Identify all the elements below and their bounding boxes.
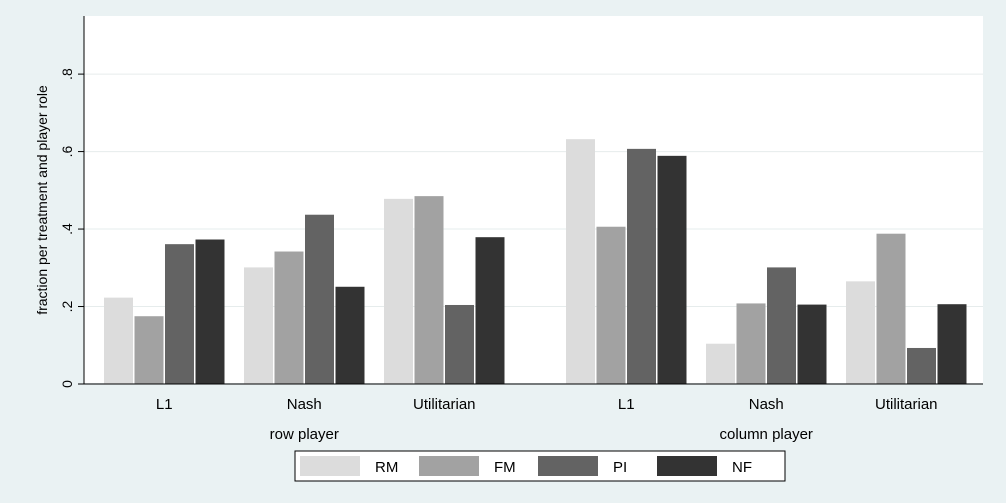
bar-rm	[846, 281, 875, 384]
bar-pi	[165, 244, 194, 384]
category-label: Nash	[287, 396, 322, 413]
category-label: Utilitarian	[875, 396, 938, 413]
legend-swatch-fm	[419, 456, 479, 476]
bar-rm	[566, 139, 595, 384]
bar-nf	[937, 304, 967, 384]
y-axis-label: fraction per treatment and player role	[34, 85, 50, 315]
bar-fm	[876, 233, 906, 384]
bar-pi	[305, 214, 334, 384]
y-tick-label: .8	[59, 68, 75, 80]
legend-swatch-pi	[538, 456, 598, 476]
bar-nf	[657, 155, 687, 384]
category-label: Utilitarian	[413, 396, 476, 413]
bar-fm	[414, 196, 444, 384]
bar-nf	[335, 286, 365, 384]
legend-swatch-nf	[657, 456, 717, 476]
gridlines	[84, 73, 983, 308]
bar-rm	[706, 343, 735, 384]
bar-pi	[445, 304, 474, 384]
group-label: column player	[720, 426, 813, 443]
y-tick-label: .4	[59, 223, 75, 235]
legend-label-nf: NF	[732, 459, 752, 476]
bar-nf	[195, 239, 225, 384]
category-label: L1	[156, 396, 173, 413]
category-label: L1	[618, 396, 635, 413]
legend-label-rm: RM	[375, 459, 398, 476]
bar-fm	[274, 251, 304, 384]
bar-rm	[104, 297, 133, 384]
y-tick-label: .2	[59, 300, 75, 312]
bar-nf	[475, 237, 505, 384]
group-label: row player	[270, 426, 339, 443]
x-labels: L1 Nash Utilitarian row player L1 Nash Utilita…	[156, 396, 938, 443]
bar-fm	[134, 316, 164, 384]
legend-swatch-rm	[300, 456, 360, 476]
y-tick-label: .6	[59, 146, 75, 158]
bar-rm	[384, 198, 413, 384]
category-label: Nash	[749, 396, 784, 413]
plot-area	[84, 16, 983, 383]
y-tick-label: 0	[59, 380, 75, 388]
y-ticks: 0 .2 .4 .6 .8	[59, 68, 84, 388]
bar-rm	[244, 267, 273, 384]
bar-nf	[797, 304, 827, 384]
bar-fm	[596, 226, 626, 384]
bar-pi	[627, 148, 656, 384]
legend: RM FM PI NF	[294, 450, 786, 482]
bars	[104, 139, 967, 384]
bar-pi	[907, 347, 936, 384]
bar-pi	[767, 267, 796, 384]
legend-label-fm: FM	[494, 459, 516, 476]
legend-label-pi: PI	[613, 459, 627, 476]
bar-fm	[736, 303, 766, 384]
